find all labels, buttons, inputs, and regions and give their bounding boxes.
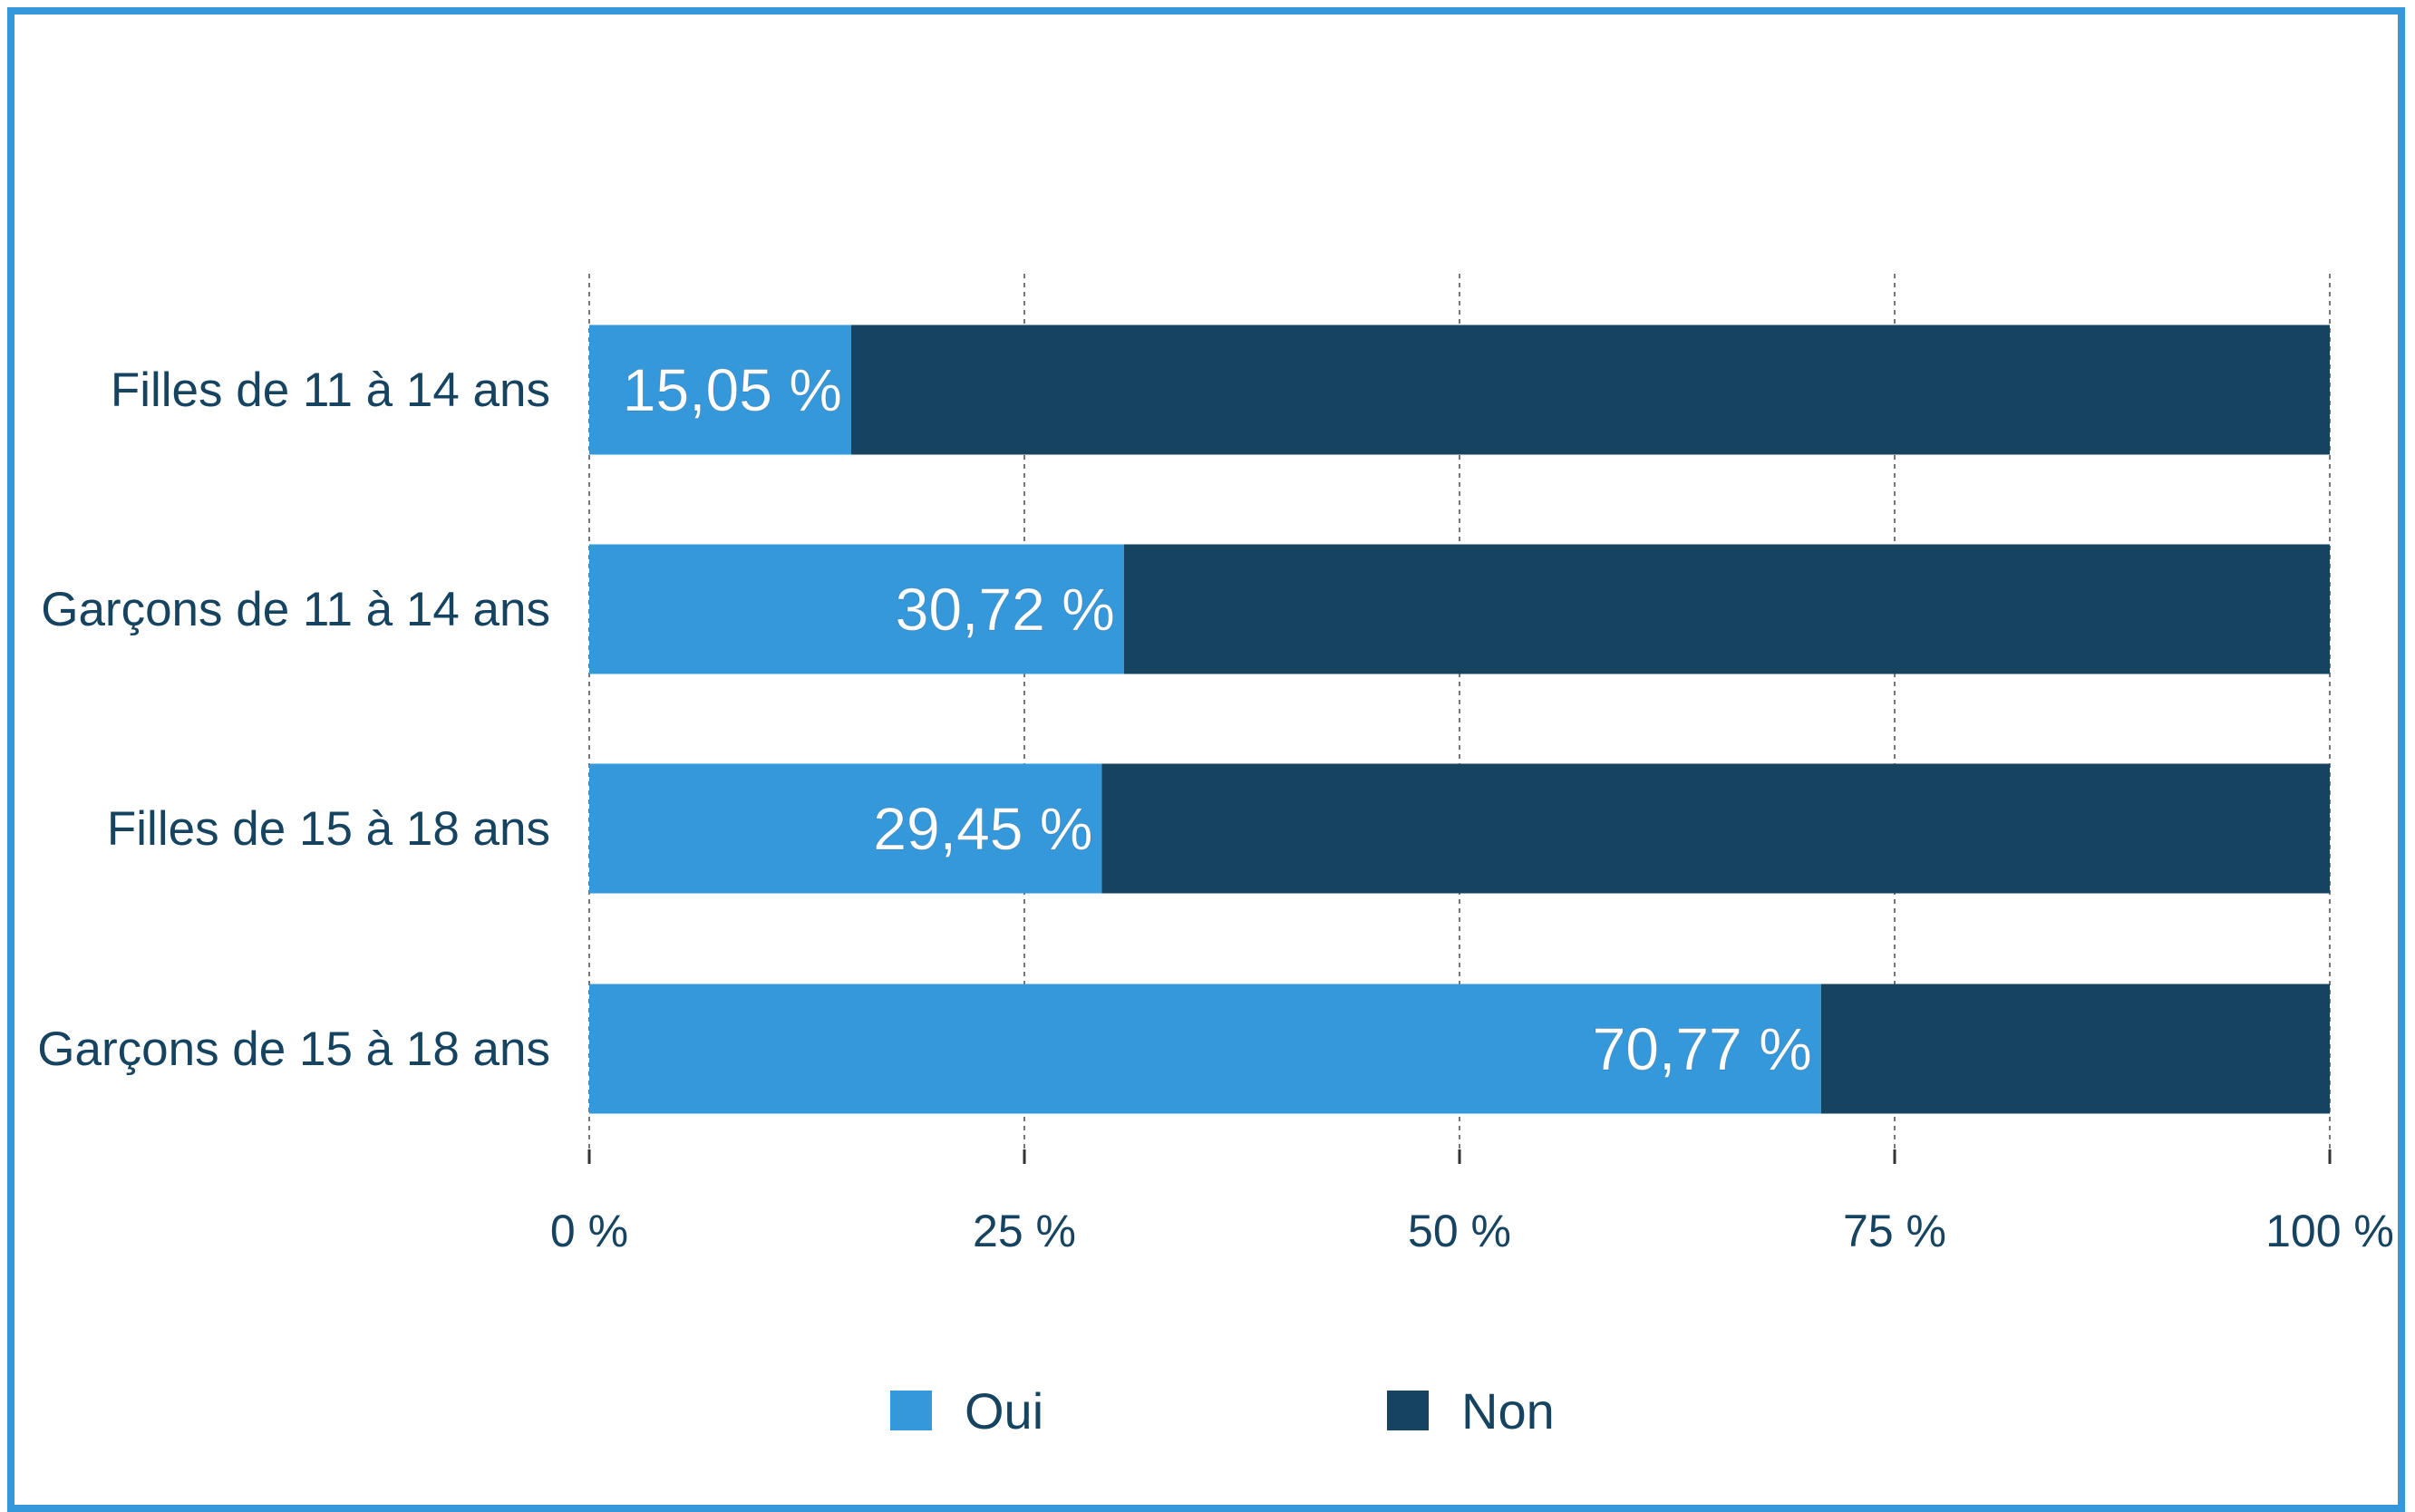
data-label: 15,05 % <box>623 356 842 423</box>
legend-label-non: Non <box>1461 1382 1555 1439</box>
x-tick-label: 75 % <box>1843 1206 1946 1256</box>
category-labels: Filles de 11 à 14 ans Garçons de 11 à 14 … <box>37 363 550 1076</box>
legend-swatch-non <box>1387 1391 1429 1430</box>
bar-non-0 <box>850 325 2331 455</box>
x-tick-label: 0 % <box>550 1206 628 1256</box>
bar-oui-3 <box>589 984 1821 1114</box>
data-label: 29,45 % <box>873 795 1092 862</box>
bar-non-1 <box>1123 544 2330 674</box>
data-label: 70,77 % <box>1593 1015 1812 1082</box>
bar-oui-2 <box>589 763 1102 894</box>
legend-swatch-oui <box>890 1391 932 1430</box>
bars: 15,05 % 30,72 % 29,45 % 70,77 % <box>589 325 2331 1114</box>
x-axis: 0 % 25 % 50 % 75 % 100 % <box>550 1149 2394 1256</box>
bar-non-3 <box>1820 984 2330 1114</box>
data-label: 30,72 % <box>896 576 1115 643</box>
bar-non-2 <box>1101 763 2330 894</box>
x-tick-label: 25 % <box>973 1206 1076 1256</box>
legend: Oui Non <box>890 1382 1555 1439</box>
category-label: Filles de 11 à 14 ans <box>111 363 550 417</box>
x-tick-label: 50 % <box>1408 1206 1511 1256</box>
x-tick-label: 100 % <box>2265 1206 2394 1256</box>
category-label: Garçons de 15 à 18 ans <box>37 1023 550 1076</box>
category-label: Filles de 15 à 18 ans <box>107 802 550 856</box>
category-label: Garçons de 11 à 14 ans <box>41 583 550 636</box>
legend-label-oui: Oui <box>965 1382 1043 1439</box>
bar-oui-1 <box>589 544 1124 674</box>
bar-oui-0 <box>589 325 851 455</box>
